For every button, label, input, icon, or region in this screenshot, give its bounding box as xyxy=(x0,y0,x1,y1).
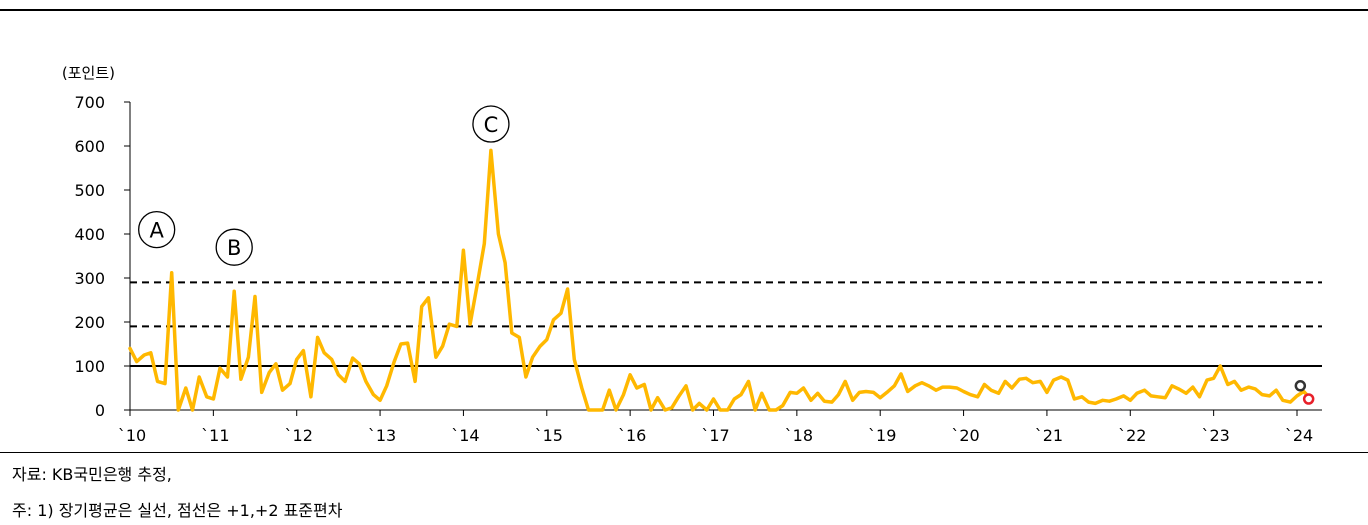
x-tick-label: `12 xyxy=(285,426,313,445)
y-tick-label: 200 xyxy=(74,313,105,332)
x-tick-label: `24 xyxy=(1285,426,1313,445)
y-tick-label: 400 xyxy=(74,225,105,244)
x-tick-label: `17 xyxy=(701,426,729,445)
y-tick-label: 500 xyxy=(74,181,105,200)
x-tick-label: `13 xyxy=(368,426,396,445)
x-tick-label: `16 xyxy=(618,426,646,445)
y-tick-label: 100 xyxy=(74,357,105,376)
x-tick-label: `11 xyxy=(201,426,229,445)
x-tick-label: `22 xyxy=(1118,426,1146,445)
top-rule xyxy=(0,9,1368,11)
end-point-marker xyxy=(1302,393,1315,405)
bottom-rule xyxy=(0,452,1368,453)
footnote: 주: 1) 장기평균은 실선, 점선은 +1,+2 표준편차 xyxy=(12,501,343,520)
x-tick-label: `20 xyxy=(951,426,979,445)
x-tick-label: `18 xyxy=(785,426,813,445)
line-chart: (포인트) 0 100 200 300 400 500 600 700 `10 `11 `12 `1… xyxy=(62,64,1322,445)
x-tick-label: `19 xyxy=(868,426,896,445)
y-tick-label: 700 xyxy=(74,93,105,112)
annotation-circle xyxy=(472,105,510,143)
x-tick-label: `21 xyxy=(1035,426,1063,445)
annotation-circle xyxy=(215,228,253,266)
y-axis-label: (포인트) xyxy=(62,64,115,82)
y-tick-label: 300 xyxy=(74,269,105,288)
series-line xyxy=(128,148,1311,412)
y-tick-label: 600 xyxy=(74,137,105,156)
annotation-label: A xyxy=(149,219,164,243)
x-tick-label: `23 xyxy=(1201,426,1229,445)
y-tick-label: 0 xyxy=(95,401,105,420)
source-note: 자료: KB국민은행 추정, xyxy=(12,465,172,484)
end-point-marker xyxy=(1294,380,1307,392)
annotation-label: B xyxy=(227,236,241,260)
x-tick-label: `15 xyxy=(535,426,563,445)
x-tick-label: `10 xyxy=(118,426,146,445)
x-tick-label: `14 xyxy=(451,426,479,445)
annotation-label: C xyxy=(484,113,499,137)
annotation-circle xyxy=(138,210,176,249)
